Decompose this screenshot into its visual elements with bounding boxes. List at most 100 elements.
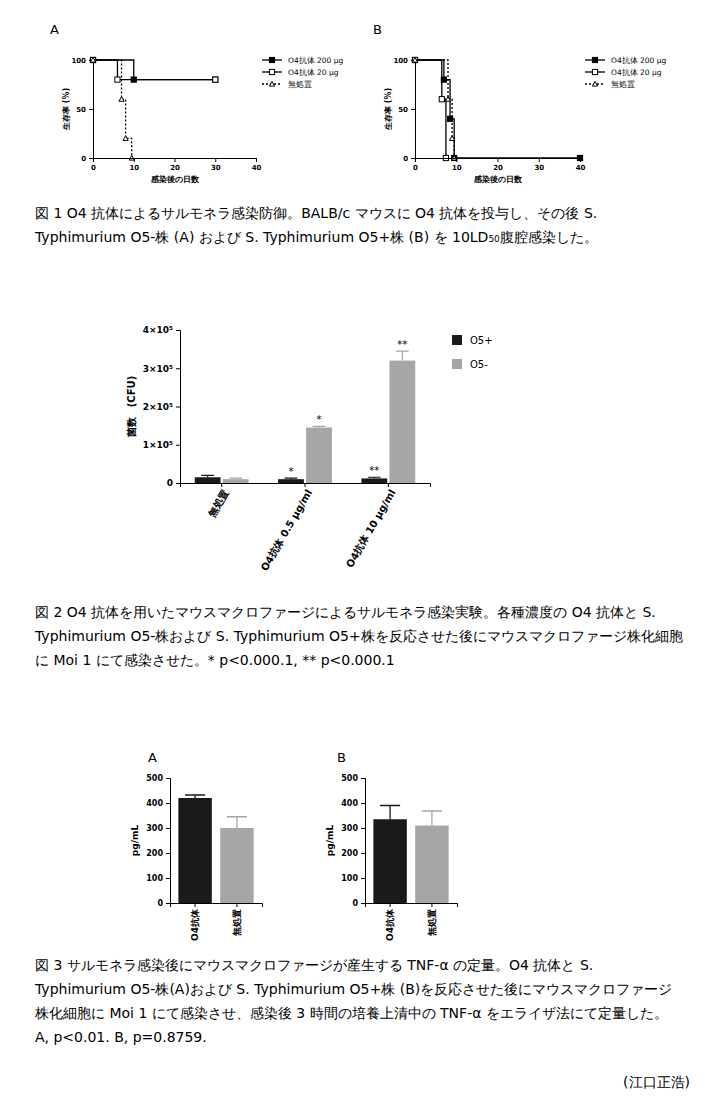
tick: 30 <box>534 158 544 172</box>
tick: 0 <box>157 899 170 908</box>
legend-marker <box>269 81 274 86</box>
error-bar <box>368 477 381 478</box>
legend-label: 無処置 <box>611 80 635 89</box>
tick-mark <box>134 158 135 162</box>
tick: 2×10⁵ <box>143 402 180 412</box>
legend-marker <box>592 69 597 74</box>
legend-entry: O5+ <box>452 335 493 346</box>
tick: 400 <box>146 799 170 808</box>
tick-label: 300 <box>341 824 358 833</box>
tick-label: O4抗体 10 µg/ml <box>344 487 398 569</box>
chart: A0100200300400500pg/mLO4抗体無処置 <box>130 750 263 941</box>
plot-marks <box>195 351 416 483</box>
tick: 無処置 <box>427 903 437 937</box>
legend-entry: 無処置 <box>585 80 635 89</box>
tick: 100 <box>341 874 365 883</box>
tick-mark <box>431 903 432 907</box>
marker <box>90 57 95 62</box>
tick-mark <box>411 158 415 159</box>
tick-mark <box>175 158 176 162</box>
error-bar <box>185 795 205 798</box>
axis-line <box>94 159 257 163</box>
credit: (江口正浩) <box>623 1074 690 1090</box>
tick: 50 <box>398 106 415 114</box>
bar <box>389 361 415 483</box>
error-bar <box>422 811 442 826</box>
significance: * <box>288 466 293 477</box>
marker <box>452 155 457 160</box>
tick-mark <box>176 330 180 331</box>
tick-mark <box>166 878 170 879</box>
tick-label: 10 <box>452 164 462 172</box>
y-axis-title: 生存率 (%) <box>383 88 393 131</box>
legend-entry: O4抗体 200 µg <box>585 56 667 65</box>
marker <box>90 57 95 62</box>
marker <box>119 97 124 102</box>
legend-entry: O5- <box>452 359 488 370</box>
tick: 100 <box>393 57 415 65</box>
tick: 0 <box>91 158 96 172</box>
legend-swatch <box>452 359 462 369</box>
tick-label: 0 <box>403 155 408 163</box>
legend-entry: O4抗体 200 µg <box>262 56 344 65</box>
survival-line <box>93 60 132 158</box>
tick: O4抗体 <box>190 903 200 941</box>
survival-line <box>415 60 580 158</box>
y-axis-title: 菌数 (CFU) <box>126 376 137 438</box>
axis-line <box>366 904 458 908</box>
tick: 30 <box>211 158 221 172</box>
tick-label: 500 <box>341 774 358 783</box>
legend-label: O4抗体 20 µg <box>288 68 339 77</box>
tick: 500 <box>146 774 170 783</box>
x-axis: 無処置O4抗体 0.5 µg/mlO4抗体 10 µg/ml <box>181 483 431 573</box>
x-axis: 010203040 <box>413 158 585 172</box>
error-bar <box>201 475 214 477</box>
marker <box>213 77 218 82</box>
tick: 20 <box>493 158 503 172</box>
marker <box>213 77 218 82</box>
tick-label: 3×10⁵ <box>143 364 173 374</box>
tick-mark <box>411 109 415 110</box>
significance: ** <box>397 339 407 350</box>
axis-line <box>89 61 94 159</box>
tick: 400 <box>341 799 365 808</box>
legend-entry: O4抗体 20 µg <box>262 68 339 77</box>
tick-label: 300 <box>146 824 163 833</box>
tick-label: 200 <box>341 849 358 858</box>
chart: A050100生存率 (%)010203040感染後の日数O4抗体 200 µg… <box>50 22 344 184</box>
tick: 0 <box>167 478 180 488</box>
legend-label: O4抗体 200 µg <box>611 56 667 65</box>
tick: 200 <box>341 849 365 858</box>
tick: 10 <box>129 158 139 172</box>
tick: 0 <box>413 158 418 172</box>
tick-label: 50 <box>398 106 408 114</box>
tick: O4抗体 <box>385 903 395 941</box>
error-bar <box>313 426 326 427</box>
axis-line <box>416 159 581 163</box>
legend-label: O5+ <box>470 335 493 346</box>
caption-line: A, p<0.01. B, p=0.8759. <box>35 1029 207 1045</box>
bar <box>278 479 304 483</box>
tick: 40 <box>252 158 262 172</box>
y-axis-title: pg/mL <box>130 825 140 857</box>
panel-label: A <box>148 750 157 765</box>
marker <box>412 57 417 62</box>
legend-label: O5- <box>470 359 488 370</box>
tick-label: 0 <box>352 899 358 908</box>
tick-label: 無処置 <box>232 909 242 937</box>
caption-line: Typhimurium O5-株および S. Typhimurium O5+株を… <box>34 628 683 644</box>
tick-label: 100 <box>341 874 358 883</box>
tick: 無処置 <box>206 483 231 520</box>
plot-marks <box>178 795 253 903</box>
marker <box>123 136 128 141</box>
caption-line: 図 1 O4 抗体によるサルモネラ感染防御。BALB/c マウスに O4 抗体を… <box>35 205 597 221</box>
tick-label: 0 <box>91 164 96 172</box>
tick-mark <box>456 158 457 162</box>
legend-marker <box>592 81 597 86</box>
significance: * <box>317 414 322 425</box>
tick-label: 0 <box>157 899 163 908</box>
tick-label: 40 <box>252 164 262 172</box>
error-bar <box>396 351 409 361</box>
panel-label: A <box>50 22 59 37</box>
tick-label: 4×10⁵ <box>143 325 173 335</box>
